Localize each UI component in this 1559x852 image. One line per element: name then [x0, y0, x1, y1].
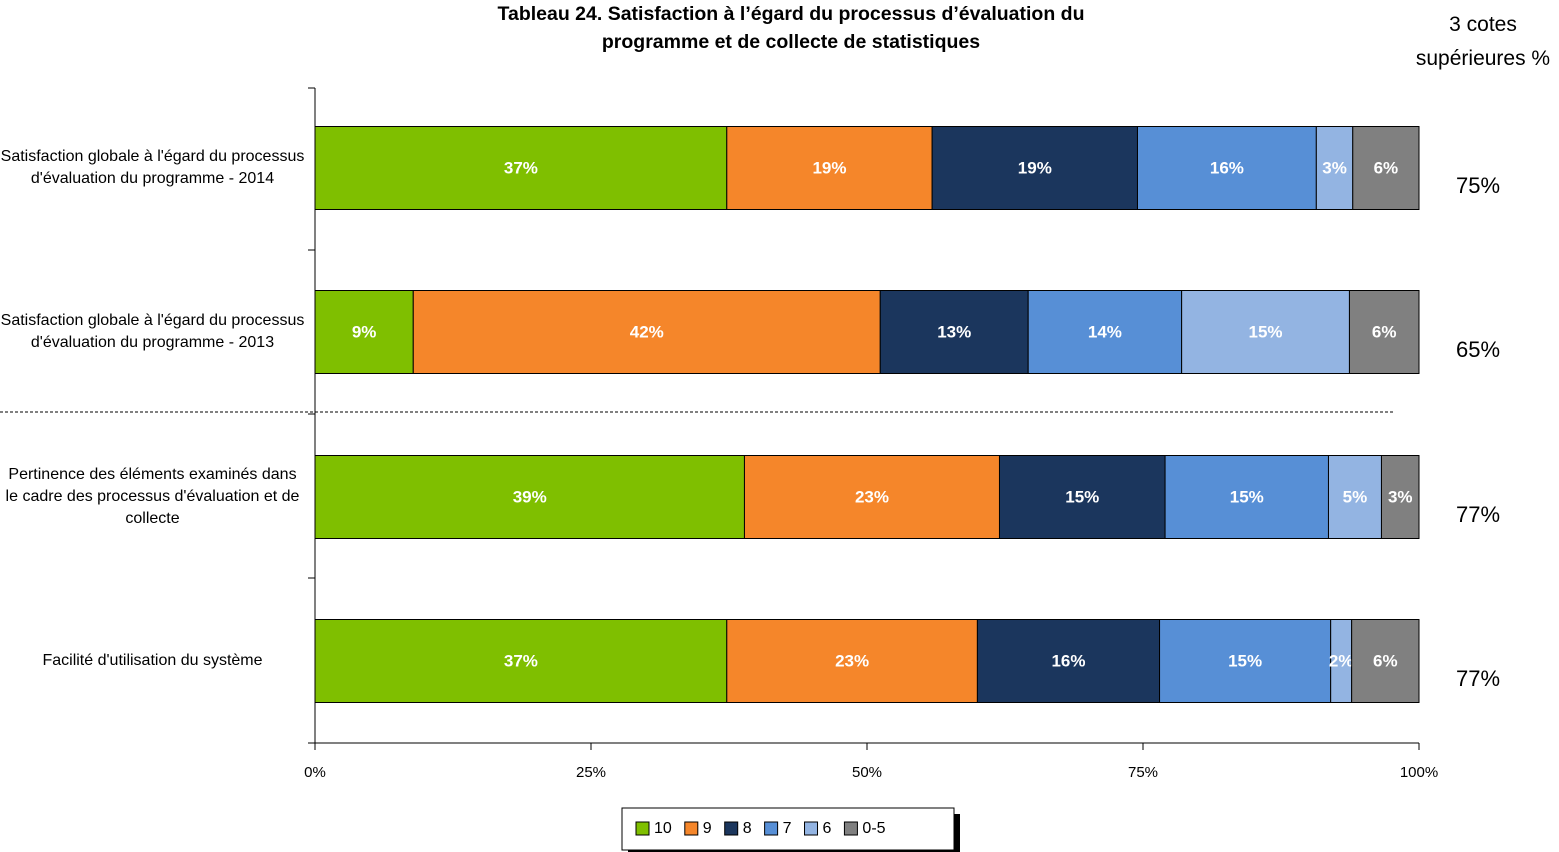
data-label: 6% [1372, 322, 1397, 341]
bar-segment [1351, 619, 1420, 703]
data-label: 15% [1065, 487, 1099, 506]
bar-segment [1380, 455, 1420, 539]
legend-label: 8 [743, 820, 752, 837]
legend-box [621, 807, 955, 851]
data-label: 3% [1388, 487, 1413, 506]
bar-segment [1136, 126, 1317, 210]
data-label: 15% [1230, 487, 1264, 506]
legend-label: 10 [654, 820, 672, 837]
top3-value: 77% [1455, 666, 1501, 691]
data-label: 23% [855, 487, 889, 506]
data-label: 16% [1210, 158, 1244, 177]
data-label: 14% [1088, 322, 1122, 341]
bar-segment [1164, 455, 1329, 539]
legend-label: 7 [783, 820, 792, 837]
bar-segment [1352, 126, 1420, 210]
data-label: 37% [504, 158, 538, 177]
category-label: Pertinence des éléments examinés dans le… [5, 466, 300, 527]
bar-segment [998, 455, 1166, 539]
data-label: 16% [1051, 651, 1085, 670]
bar-segment [976, 619, 1161, 703]
data-label: 2% [1329, 651, 1354, 670]
data-label: 6% [1373, 651, 1398, 670]
category-label: Satisfaction globale à l'égard du proces… [0, 312, 305, 351]
bar-segment [1315, 126, 1354, 210]
data-label: 19% [1018, 158, 1052, 177]
x-tick-label: 50% [852, 764, 882, 781]
legend-swatch [684, 821, 699, 836]
bar-segment [314, 290, 414, 374]
bar-segment [1181, 290, 1350, 374]
data-label: 6% [1374, 158, 1399, 177]
data-label: 3% [1322, 158, 1347, 177]
legend-swatch [635, 821, 650, 836]
top3-value: 75% [1455, 173, 1501, 198]
bar-segment [726, 126, 933, 210]
bar-segment [314, 455, 745, 539]
data-label: 37% [504, 651, 538, 670]
data-label: 15% [1228, 651, 1262, 670]
top3-value: 65% [1455, 337, 1501, 362]
data-label: 23% [835, 651, 869, 670]
category-label: Facilité d'utilisation du système [42, 652, 263, 669]
bar-segment [1327, 455, 1382, 539]
x-tick-label: 25% [576, 764, 606, 781]
x-tick-label: 100% [1400, 764, 1438, 781]
bar-segment [314, 619, 728, 703]
legend-label: 9 [703, 820, 712, 837]
chart-title: Tableau 24. Satisfaction à l’égard du pr… [497, 3, 1085, 53]
data-label: 15% [1249, 322, 1283, 341]
legend-swatch [764, 821, 779, 836]
x-tick-label: 0% [304, 764, 326, 781]
bar-segment [1159, 619, 1332, 703]
legend-swatch [843, 821, 858, 836]
top3-value: 77% [1455, 502, 1501, 527]
bar-segment [879, 290, 1029, 374]
bar-segment [314, 126, 728, 210]
bar-segment [412, 290, 881, 374]
legend-label: 0-5 [862, 820, 885, 837]
category-label: Satisfaction globale à l'égard du proces… [0, 148, 305, 187]
data-label: 39% [513, 487, 547, 506]
legend-label: 6 [823, 820, 832, 837]
bar-segment [931, 126, 1138, 210]
x-tick-label: 75% [1128, 764, 1158, 781]
data-label: 9% [352, 322, 377, 341]
data-label: 13% [937, 322, 971, 341]
top3-header: 3 cotes supérieures % [1415, 13, 1551, 70]
bar-segment [726, 619, 978, 703]
data-label: 19% [812, 158, 846, 177]
bar-segment [1348, 290, 1420, 374]
legend-swatch [804, 821, 819, 836]
bar-segment [743, 455, 1000, 539]
data-label: 5% [1343, 487, 1368, 506]
data-label: 42% [630, 322, 664, 341]
legend-swatch [724, 821, 739, 836]
bar-segment [1027, 290, 1183, 374]
